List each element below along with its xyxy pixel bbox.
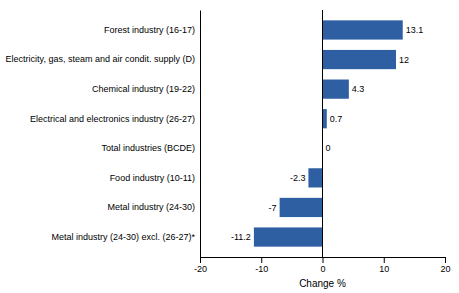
y-tick-label: Forest industry (16-17) [104,25,195,35]
y-tick-label: Electricity, gas, steam and air condit. … [6,54,195,64]
x-tick: 20 [440,257,450,274]
x-tick-mark [261,257,262,263]
y-tick-label: Food industry (10-11) [110,173,195,183]
y-tick-label: Total industries (BCDE) [101,143,195,153]
y-tick: Chemical industry (19-22) [92,84,200,94]
x-tick-mark [384,257,385,263]
plot: -20 -10 0 10 20 Metal industry (24-30) excl. … [6,10,451,289]
bar [323,20,403,39]
y-tick: Metal industry (24-30) excl. (26-27)* [51,232,200,242]
x-tick: 10 [379,257,389,274]
zero-line [322,10,323,257]
x-tick-label: -20 [194,264,207,274]
x-tick-label: 0 [320,264,325,274]
y-tick-label: Electrical and electronics industry (26-… [30,114,195,124]
data-label: 0.7 [330,114,343,124]
x-tick: 0 [320,257,325,274]
data-label: -11.2 [231,232,251,242]
y-axis: Metal industry (24-30) excl. (26-27)* Met… [6,11,201,258]
bar [323,109,327,128]
data-label: 4.3 [352,84,365,94]
x-tick-mark [323,257,324,263]
data-label: 13.1 [406,25,424,35]
x-tick: -20 [194,257,207,274]
y-tick: Electrical and electronics industry (26-… [30,114,200,124]
x-tick-mark [445,257,446,263]
y-axis-line [200,11,201,258]
y-tick-label: Metal industry (24-30) excl. (26-27)* [51,232,195,242]
x-tick: -10 [255,257,268,274]
bar [323,50,397,69]
x-axis-line [201,258,446,264]
x-axis-title: Change % [299,278,346,289]
chart: -20 -10 0 10 20 Metal industry (24-30) excl. … [0,0,459,293]
bar [308,168,322,187]
data-label: 12 [399,55,409,65]
y-tick-label: Chemical industry (19-22) [92,84,195,94]
bars [254,20,403,246]
y-tick: Forest industry (16-17) [104,25,200,35]
bar [280,198,323,217]
y-tick: Electricity, gas, steam and air condit. … [6,54,200,64]
x-tick-label: -10 [255,264,268,274]
x-tick-label: 10 [379,264,389,274]
x-axis: -20 -10 0 10 20 [194,257,451,274]
data-label: 0 [326,143,331,153]
data-label: -2.3 [290,173,306,183]
x-tick-mark [200,257,201,263]
bar [254,227,323,246]
data-label: -7 [269,203,277,213]
y-tick-label: Metal industry (24-30) [107,202,195,212]
data-labels: -11.2 -7 -2.3 0 0.7 4.3 12 13.1 [231,25,423,242]
bar [323,80,349,99]
y-tick: Total industries (BCDE) [101,143,200,153]
y-tick: Metal industry (24-30) [107,202,200,212]
x-tick-label: 20 [440,264,450,274]
y-tick: Food industry (10-11) [110,173,200,183]
